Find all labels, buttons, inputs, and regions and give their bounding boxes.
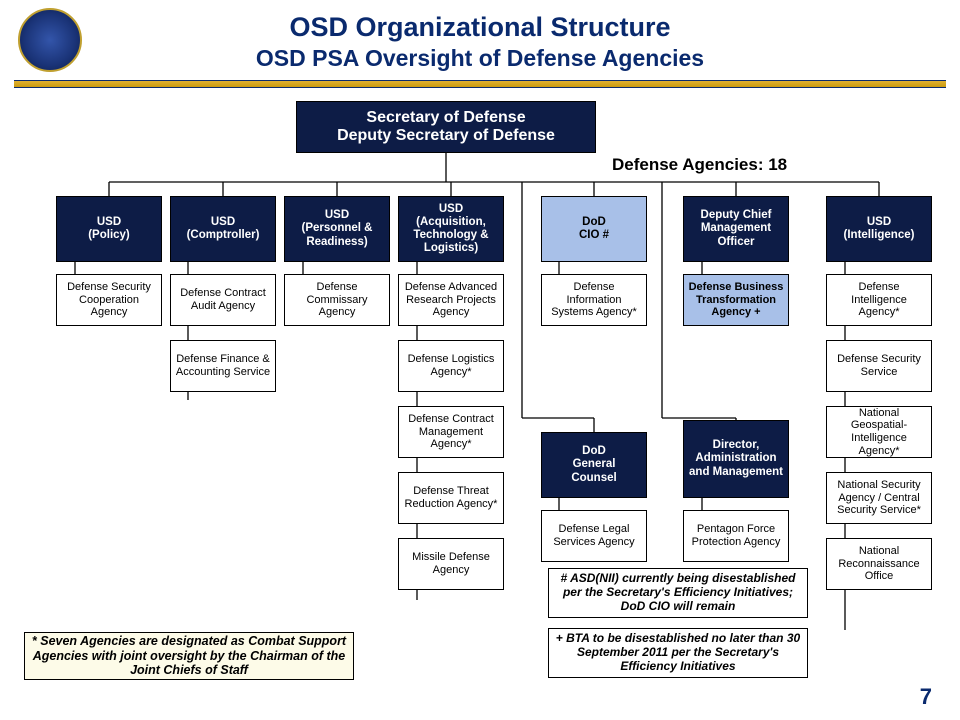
head-dam: Director, Administration and Management xyxy=(683,420,789,498)
agency-box: Defense Contract Management Agency* xyxy=(398,406,504,458)
head-pr: USD (Personnel & Readiness) xyxy=(284,196,390,262)
agencies-count-label: Defense Agencies: 18 xyxy=(612,155,787,175)
agency-box: Defense Threat Reduction Agency* xyxy=(398,472,504,524)
agency-box: Defense Intelligence Agency* xyxy=(826,274,932,326)
agency-box: National Geospatial-Intelligence Agency* xyxy=(826,406,932,458)
head-comp: USD (Comptroller) xyxy=(170,196,276,262)
agency-box: Defense Security Service xyxy=(826,340,932,392)
head-intel: USD (Intelligence) xyxy=(826,196,932,262)
footnote-combat-support: * Seven Agencies are designated as Comba… xyxy=(24,632,354,680)
head-dcmo: Deputy Chief Management Officer xyxy=(683,196,789,262)
secdef-line2: Deputy Secretary of Defense xyxy=(337,127,555,145)
agency-box: National Security Agency / Central Secur… xyxy=(826,472,932,524)
agency-box: Defense Contract Audit Agency xyxy=(170,274,276,326)
agency-box: Defense Logistics Agency* xyxy=(398,340,504,392)
footnote-asdnii: # ASD(NII) currently being disestablishe… xyxy=(548,568,808,618)
head-cio: DoD CIO # xyxy=(541,196,647,262)
agency-box: Defense Advanced Research Projects Agenc… xyxy=(398,274,504,326)
agency-box: Defense Business Transformation Agency + xyxy=(683,274,789,326)
page-number: 7 xyxy=(920,684,932,710)
agency-box: Defense Legal Services Agency xyxy=(541,510,647,562)
agency-box: Defense Finance & Accounting Service xyxy=(170,340,276,392)
head-gc: DoD General Counsel xyxy=(541,432,647,498)
agency-box: National Reconnaissance Office xyxy=(826,538,932,590)
head-atl: USD (Acquisition, Technology & Logistics… xyxy=(398,196,504,262)
agency-box: Defense Security Cooperation Agency xyxy=(56,274,162,326)
agency-box: Defense Commissary Agency xyxy=(284,274,390,326)
secdef-box: Secretary of Defense Deputy Secretary of… xyxy=(296,101,596,153)
agency-box: Missile Defense Agency xyxy=(398,538,504,590)
head-policy: USD (Policy) xyxy=(56,196,162,262)
agency-box: Defense Information Systems Agency* xyxy=(541,274,647,326)
secdef-line1: Secretary of Defense xyxy=(366,109,525,127)
footnote-bta: + BTA to be disestablished no later than… xyxy=(548,628,808,678)
agency-box: Pentagon Force Protection Agency xyxy=(683,510,789,562)
